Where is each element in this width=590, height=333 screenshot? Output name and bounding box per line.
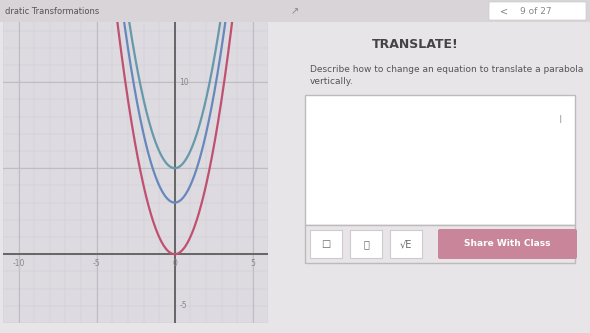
Text: 9 of 27: 9 of 27 [520, 7, 552, 16]
Text: TRANSLATE!: TRANSLATE! [372, 39, 458, 52]
FancyBboxPatch shape [489, 2, 586, 20]
FancyBboxPatch shape [438, 229, 577, 259]
Text: Describe how to change an equation to translate a parabola: Describe how to change an equation to tr… [310, 66, 584, 75]
FancyBboxPatch shape [390, 230, 422, 258]
FancyBboxPatch shape [0, 0, 590, 22]
Text: Share With Class: Share With Class [464, 239, 550, 248]
FancyBboxPatch shape [305, 95, 575, 225]
Text: <: < [500, 6, 508, 16]
Text: -5: -5 [179, 301, 187, 310]
Text: 10: 10 [179, 78, 189, 87]
Text: vertically.: vertically. [310, 78, 354, 87]
Text: √E: √E [400, 239, 412, 249]
FancyBboxPatch shape [305, 225, 575, 263]
Text: -5: -5 [93, 259, 100, 268]
FancyBboxPatch shape [310, 230, 342, 258]
Text: ⤓: ⤓ [363, 239, 369, 249]
Text: I: I [558, 115, 562, 125]
Text: 5: 5 [250, 259, 255, 268]
Text: ↗: ↗ [291, 6, 299, 16]
Text: -10: -10 [12, 259, 25, 268]
FancyBboxPatch shape [350, 230, 382, 258]
Text: dratic Transformations: dratic Transformations [5, 7, 99, 16]
Text: 0: 0 [172, 259, 177, 268]
Text: □: □ [322, 239, 330, 249]
